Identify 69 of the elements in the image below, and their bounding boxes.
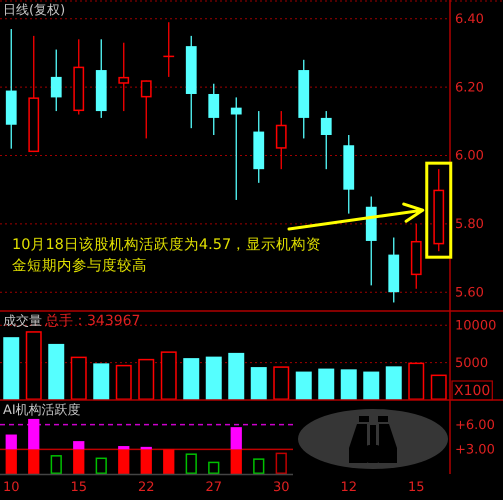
annotation: 10月18日该股机构活跃度为4.57，显示机构资金短期内参与度较高 bbox=[12, 236, 322, 274]
bar bbox=[118, 449, 130, 474]
candlestick bbox=[118, 42, 130, 112]
y-tick-label: 10000 bbox=[455, 318, 496, 334]
bar bbox=[73, 449, 84, 474]
y-tick-label: +3.00 bbox=[455, 442, 495, 458]
x-tick-label: 27 bbox=[205, 480, 222, 496]
bar bbox=[206, 356, 222, 400]
bar bbox=[138, 358, 154, 400]
x-tick-label: 10 bbox=[2, 480, 20, 496]
bar bbox=[273, 366, 290, 400]
x-tick-label: 30 bbox=[272, 480, 290, 496]
bar bbox=[208, 462, 220, 474]
bar bbox=[430, 374, 447, 400]
bar bbox=[48, 344, 64, 400]
candlestick bbox=[50, 48, 62, 112]
bar bbox=[318, 368, 334, 400]
bar bbox=[93, 363, 110, 400]
bar bbox=[250, 367, 267, 400]
bar bbox=[253, 458, 264, 474]
candlestick bbox=[140, 80, 152, 140]
bar bbox=[96, 458, 107, 474]
candlestick bbox=[162, 22, 175, 78]
bar bbox=[160, 351, 177, 400]
chart-title: 成交量 bbox=[3, 313, 42, 329]
bar bbox=[230, 427, 242, 450]
y-tick-label: 5.60 bbox=[455, 285, 484, 300]
bar bbox=[28, 449, 40, 474]
bar bbox=[408, 362, 424, 400]
chart-title: AI机构活跃度 bbox=[3, 402, 81, 418]
bar bbox=[116, 364, 132, 400]
bar bbox=[6, 434, 17, 450]
y-axis-title: X100 bbox=[454, 383, 490, 399]
bar bbox=[70, 356, 87, 400]
bar bbox=[3, 337, 20, 400]
candlestick bbox=[320, 110, 332, 170]
bar bbox=[230, 449, 242, 474]
bar bbox=[118, 446, 130, 450]
bar bbox=[183, 358, 200, 400]
candlestick bbox=[276, 110, 287, 170]
bar bbox=[26, 331, 42, 400]
bar bbox=[163, 449, 174, 474]
bar bbox=[28, 418, 40, 450]
x-tick-label: 15 bbox=[70, 480, 88, 496]
y-tick-label: 5000 bbox=[455, 356, 488, 371]
bar bbox=[276, 452, 287, 474]
candlestick bbox=[208, 83, 220, 136]
bar bbox=[140, 449, 152, 474]
y-tick-label: 5.80 bbox=[455, 217, 484, 232]
bar bbox=[73, 441, 84, 450]
x-tick-label: 22 bbox=[138, 480, 155, 496]
bar bbox=[140, 446, 152, 450]
x-tick-label: 15 bbox=[408, 480, 425, 496]
chart-title: 日线(复权) bbox=[3, 3, 66, 18]
bar bbox=[340, 369, 357, 400]
bar bbox=[228, 352, 244, 400]
y-tick-label: 6.40 bbox=[455, 12, 484, 27]
bar bbox=[50, 455, 62, 474]
bar bbox=[296, 372, 312, 400]
bar bbox=[386, 366, 402, 400]
y-tick-label: 6.00 bbox=[455, 148, 484, 164]
y-tick-label: +6.00 bbox=[455, 418, 495, 433]
bar bbox=[6, 449, 17, 474]
bar bbox=[363, 372, 380, 400]
bar bbox=[186, 453, 197, 474]
x-tick-label: 12 bbox=[340, 480, 358, 496]
chart-subtitle: 总手：343967 bbox=[44, 313, 140, 329]
candlestick bbox=[230, 96, 242, 201]
y-tick-label: 6.20 bbox=[455, 80, 484, 96]
